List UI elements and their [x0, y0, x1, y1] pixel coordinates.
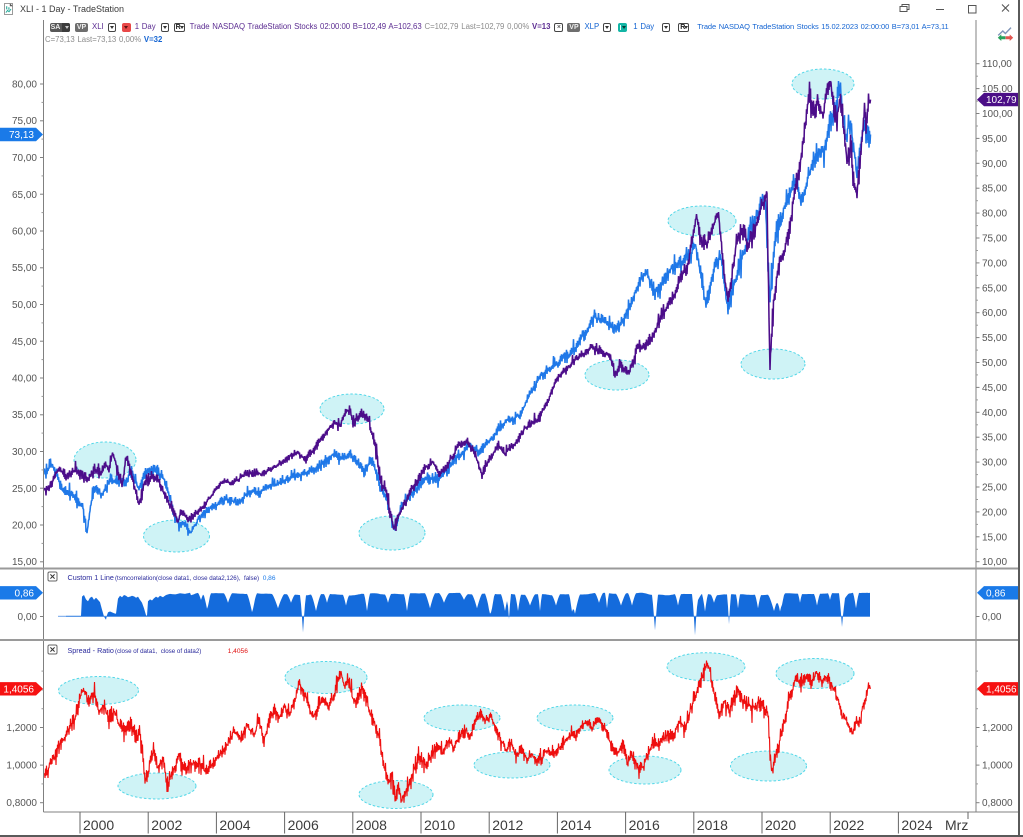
svg-text:85,00: 85,00 — [982, 184, 1007, 195]
svg-text:50,00: 50,00 — [982, 358, 1007, 369]
svg-text:2014: 2014 — [560, 817, 591, 833]
svg-text:100,00: 100,00 — [982, 109, 1013, 120]
svg-text:55,00: 55,00 — [12, 263, 37, 274]
svg-text:55,00: 55,00 — [982, 333, 1007, 344]
svg-text:0,86: 0,86 — [15, 588, 35, 599]
svg-text:0,86: 0,86 — [263, 575, 276, 582]
svg-text:20,00: 20,00 — [12, 521, 37, 532]
svg-text:Spread - Ratio: Spread - Ratio — [68, 646, 114, 655]
svg-text:65,00: 65,00 — [982, 283, 1007, 294]
svg-text:1,2000: 1,2000 — [6, 723, 37, 734]
svg-text:45,00: 45,00 — [982, 383, 1007, 394]
svg-text:2012: 2012 — [492, 817, 523, 833]
svg-text:75,00: 75,00 — [982, 234, 1007, 245]
svg-text:2016: 2016 — [629, 817, 660, 833]
svg-text:(tsmcorrelation(close data1, c: (tsmcorrelation(close data1, close data2… — [115, 575, 259, 582]
svg-text:65,00: 65,00 — [12, 190, 37, 201]
svg-text:35,00: 35,00 — [12, 410, 37, 421]
svg-text:25,00: 25,00 — [12, 484, 37, 495]
svg-text:40,00: 40,00 — [12, 374, 37, 385]
svg-text:1,0000: 1,0000 — [6, 761, 37, 772]
svg-text:95,00: 95,00 — [982, 134, 1007, 145]
svg-text:1,4056: 1,4056 — [3, 684, 34, 695]
svg-text:1,4056: 1,4056 — [228, 648, 249, 655]
svg-text:2022: 2022 — [833, 817, 864, 833]
svg-text:2004: 2004 — [219, 817, 250, 833]
svg-text:0,00: 0,00 — [982, 612, 1002, 623]
svg-text:1,0000: 1,0000 — [982, 761, 1013, 772]
svg-text:Custom 1 Line: Custom 1 Line — [68, 573, 114, 582]
svg-text:70,00: 70,00 — [982, 258, 1007, 269]
svg-text:80,00: 80,00 — [12, 80, 37, 91]
svg-text:80,00: 80,00 — [982, 209, 1007, 220]
svg-text:110,00: 110,00 — [982, 59, 1012, 70]
svg-text:45,00: 45,00 — [12, 337, 37, 348]
svg-text:1,2000: 1,2000 — [982, 723, 1013, 734]
svg-text:105,00: 105,00 — [982, 84, 1013, 95]
svg-text:2008: 2008 — [356, 817, 387, 833]
svg-text:75,00: 75,00 — [12, 116, 37, 127]
svg-text:Mrz: Mrz — [945, 817, 968, 833]
svg-text:0,8000: 0,8000 — [982, 798, 1013, 809]
svg-text:35,00: 35,00 — [982, 433, 1007, 444]
svg-text:(close of data1, close of dat: (close of data1, close of data2) — [115, 648, 201, 655]
svg-text:15,00: 15,00 — [12, 557, 37, 568]
svg-text:10,00: 10,00 — [982, 557, 1007, 568]
svg-text:40,00: 40,00 — [982, 408, 1007, 419]
svg-text:90,00: 90,00 — [982, 159, 1007, 170]
svg-text:102,79: 102,79 — [986, 95, 1017, 106]
svg-text:60,00: 60,00 — [12, 227, 37, 238]
svg-text:2024: 2024 — [901, 817, 932, 833]
svg-text:20,00: 20,00 — [982, 507, 1007, 518]
svg-text:2010: 2010 — [424, 817, 455, 833]
svg-text:15,00: 15,00 — [982, 532, 1007, 543]
svg-text:2002: 2002 — [151, 817, 182, 833]
svg-text:1,4056: 1,4056 — [986, 684, 1017, 695]
svg-text:0,00: 0,00 — [18, 612, 38, 623]
svg-text:73,13: 73,13 — [9, 130, 34, 141]
svg-text:50,00: 50,00 — [12, 300, 37, 311]
svg-text:0,8000: 0,8000 — [6, 798, 37, 809]
svg-text:0,86: 0,86 — [986, 588, 1006, 599]
svg-text:2000: 2000 — [83, 817, 114, 833]
svg-text:70,00: 70,00 — [12, 153, 37, 164]
svg-text:2020: 2020 — [765, 817, 796, 833]
svg-text:25,00: 25,00 — [982, 483, 1007, 494]
svg-text:30,00: 30,00 — [12, 447, 37, 458]
svg-text:60,00: 60,00 — [982, 308, 1007, 319]
svg-text:2018: 2018 — [697, 817, 728, 833]
svg-text:2006: 2006 — [288, 817, 319, 833]
svg-text:30,00: 30,00 — [982, 458, 1007, 469]
